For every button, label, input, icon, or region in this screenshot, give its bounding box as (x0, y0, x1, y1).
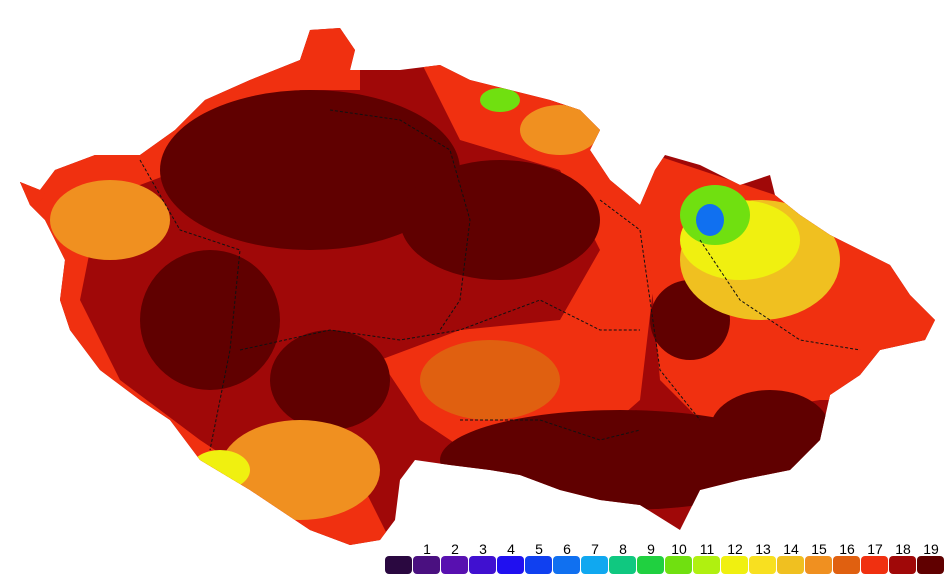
legend-label: 13 (755, 541, 771, 557)
legend-label: 14 (783, 541, 799, 557)
legend-label: 17 (867, 541, 883, 557)
legend-swatch (497, 556, 524, 574)
legend-swatch (693, 556, 720, 574)
legend-swatch (413, 556, 440, 574)
legend-label: 18 (895, 541, 911, 557)
legend-label: 8 (619, 541, 627, 557)
legend-swatch (749, 556, 776, 574)
legend-label: 10 (671, 541, 687, 557)
legend-label: 9 (647, 541, 655, 557)
legend-swatch (385, 556, 412, 574)
legend-swatch (917, 556, 944, 574)
legend-swatch (637, 556, 664, 574)
legend-swatch (805, 556, 832, 574)
legend-label: 5 (535, 541, 543, 557)
legend-label: 12 (727, 541, 743, 557)
legend-label: 2 (451, 541, 459, 557)
region-borders (139, 109, 861, 451)
legend-swatch (721, 556, 748, 574)
legend-label: 1 (423, 541, 431, 557)
legend-swatch (889, 556, 916, 574)
legend-label: 7 (591, 541, 599, 557)
legend-swatch (861, 556, 888, 574)
legend-swatch (833, 556, 860, 574)
legend-swatch (553, 556, 580, 574)
legend-label: 4 (507, 541, 515, 557)
legend-swatch (525, 556, 552, 574)
legend-swatch (665, 556, 692, 574)
legend: 1 2 3 4 5 6 7 8 9 10 11 12 13 14 15 16 17 18 19 (385, 541, 944, 574)
legend-label: 3 (479, 541, 487, 557)
legend-label: 6 (563, 541, 571, 557)
legend-label: 15 (811, 541, 827, 557)
legend-label: 11 (700, 541, 715, 557)
legend-swatch (469, 556, 496, 574)
legend-swatch (777, 556, 804, 574)
legend-label: 19 (923, 541, 939, 557)
legend-swatch (441, 556, 468, 574)
legend-swatch (581, 556, 608, 574)
legend-swatch (609, 556, 636, 574)
legend-label: 16 (839, 541, 855, 557)
